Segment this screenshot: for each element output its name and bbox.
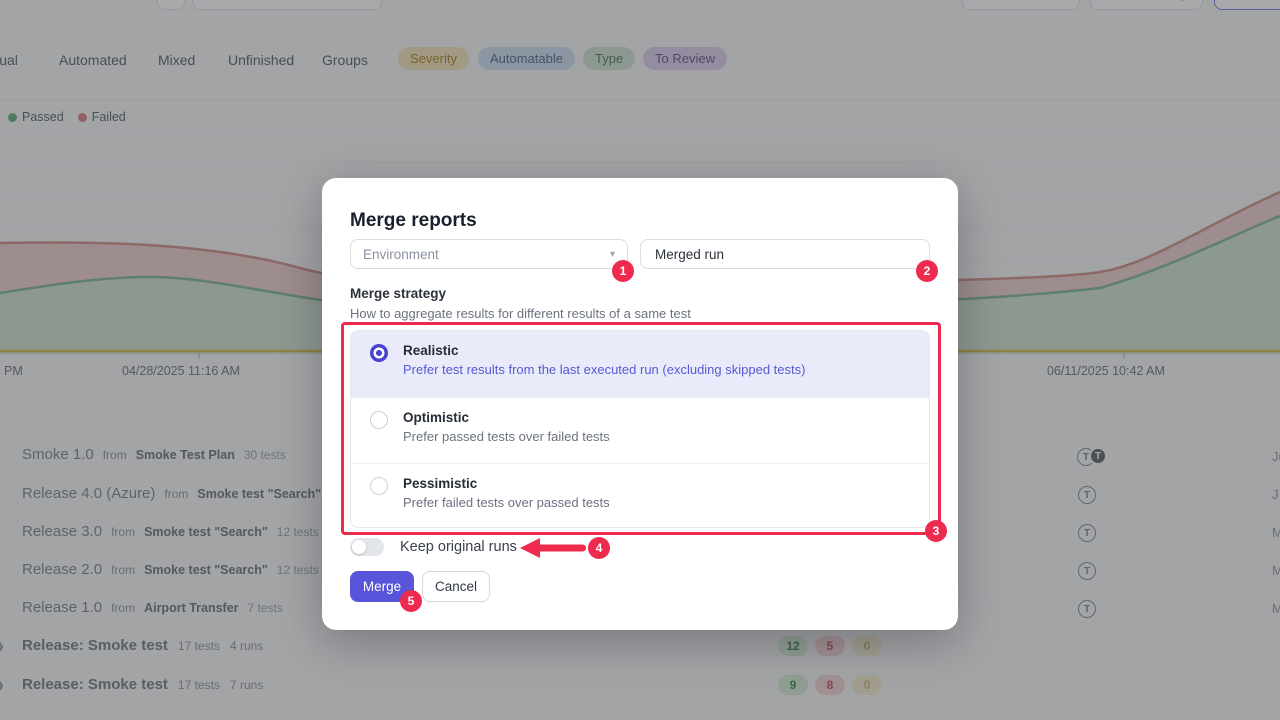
run-row[interactable]: Smoke 1.0 from Smoke Test Plan 30 tests — [22, 446, 286, 463]
annotation-badge-2: 2 — [916, 260, 938, 282]
tab-unfinished[interactable]: Unfinished — [228, 52, 295, 68]
legend-failed: Failed — [77, 110, 126, 124]
group-result-badges: 9 8 0 — [778, 675, 882, 695]
skipped-badge: 0 — [852, 675, 882, 695]
chart-axis-labels: PM 04/28/2025 11:16 AM 06/11/2025 10:42 … — [0, 364, 1280, 380]
annotation-badge-4: 4 — [588, 537, 610, 559]
filter-pill-automatable[interactable]: Automatable — [478, 47, 575, 70]
group-result-badges: 12 5 0 — [778, 636, 882, 656]
group-row[interactable]: Release: Smoke test 17 tests 7 runs — [22, 676, 264, 693]
divider — [0, 100, 1280, 101]
radio-icon[interactable] — [370, 477, 388, 495]
toggle-knob — [352, 540, 366, 554]
failed-badge: 8 — [815, 675, 845, 695]
tab-automated[interactable]: Automated — [59, 52, 127, 68]
run-row[interactable]: Release 4.0 (Azure) from Smoke test "Sea… — [22, 485, 372, 502]
top-toolbar: om ⌄ Runs ↑ Search (cmd + K) ▸ Manual Ru… — [0, 0, 1280, 13]
radio-selected-icon[interactable] — [370, 344, 388, 362]
run-name-field — [640, 239, 930, 269]
filter-pill-severity[interactable]: Severity — [398, 47, 469, 70]
search-placeholder: Search (cmd + K) — [222, 0, 324, 1]
modal-actions: Merge Cancel — [350, 571, 490, 602]
run-date-fragment: Ju — [1272, 449, 1280, 464]
tab-groups[interactable]: Groups — [322, 52, 368, 68]
start-run-button[interactable]: + Run — [1214, 0, 1280, 10]
runs-tabs: Manual Automated Mixed Unfinished Groups… — [0, 47, 1280, 84]
run-date-fragment: Ma — [1272, 563, 1280, 578]
merge-strategy-help: How to aggregate results for different r… — [350, 306, 691, 321]
assignee-avatar[interactable]: T — [1078, 486, 1096, 504]
filter-pill-type[interactable]: Type — [583, 47, 636, 70]
axis-label-right: 06/11/2025 10:42 AM — [1047, 364, 1165, 378]
run-row[interactable]: Release 1.0 from Airport Transfer 7 test… — [22, 599, 283, 616]
annotation-badge-3: 3 — [925, 520, 947, 542]
keep-original-runs-row: Keep original runs — [350, 538, 517, 556]
skipped-badge: 0 — [852, 636, 882, 656]
merge-strategy-label: Merge strategy — [350, 286, 447, 301]
strategy-options: Realistic Prefer test results from the l… — [350, 330, 930, 528]
option-optimistic[interactable]: Optimistic Prefer passed tests over fail… — [351, 397, 929, 463]
environment-placeholder: Environment — [363, 246, 439, 262]
keep-original-runs-label: Keep original runs — [400, 539, 517, 555]
passed-badge: 9 — [778, 675, 808, 695]
chart-legend: Passed Failed — [8, 110, 126, 124]
passed-area — [0, 216, 1280, 354]
merge-reports-modal: Merge reports Environment ▾ Merge strate… — [322, 178, 958, 630]
assignee-avatar[interactable]: T — [1078, 600, 1096, 618]
assignee-avatar[interactable]: T — [1078, 562, 1096, 580]
run-row[interactable]: Release 2.0 from Smoke test "Search" 12 … — [22, 561, 319, 578]
tab-manual[interactable]: Manual — [0, 52, 18, 68]
group-row[interactable]: Release: Smoke test 17 tests 4 runs — [22, 637, 264, 654]
legend-passed: Passed — [8, 110, 64, 124]
annotation-badge-5: 5 — [400, 590, 422, 612]
assignee-avatar[interactable]: T — [1078, 524, 1096, 542]
environment-select[interactable]: Environment ▾ — [350, 239, 628, 269]
cancel-button[interactable]: Cancel — [422, 571, 490, 602]
run-name-input[interactable] — [641, 246, 929, 262]
passed-badge: 12 — [778, 636, 808, 656]
passed-dot-icon — [8, 112, 17, 122]
filter-pill-to-review[interactable]: To Review — [643, 47, 727, 70]
plus-icon: + — [1227, 0, 1235, 1]
run-date-fragment: M — [1272, 525, 1280, 540]
axis-label-mid: 04/28/2025 11:16 AM — [122, 364, 240, 378]
run-date-fragment: J — [1272, 487, 1279, 502]
tab-mixed[interactable]: Mixed — [158, 52, 196, 68]
modal-title: Merge reports — [350, 210, 477, 231]
axis-label-left-fragment: PM — [4, 364, 23, 378]
option-pessimistic[interactable]: Pessimistic Prefer failed tests over pas… — [351, 463, 929, 527]
annotation-badge-1: 1 — [612, 260, 634, 282]
chevron-right-icon[interactable]: ❯ — [0, 639, 3, 653]
assignee-avatar[interactable]: T — [1089, 447, 1107, 465]
chevron-right-icon[interactable]: ❯ — [0, 678, 3, 692]
page-title: Runs — [57, 0, 100, 10]
failed-dot-icon — [77, 112, 87, 122]
keep-original-runs-toggle[interactable] — [350, 538, 384, 556]
project-switcher[interactable]: om — [0, 0, 23, 10]
chevron-down-icon: ▾ — [609, 248, 615, 260]
option-realistic[interactable]: Realistic Prefer test results from the l… — [351, 331, 929, 397]
merge-button[interactable]: Merge — [350, 571, 414, 602]
annotation-arrow-icon — [520, 538, 586, 558]
radio-icon[interactable] — [370, 411, 388, 429]
run-date-fragment: M — [1272, 601, 1280, 616]
run-row[interactable]: Release 3.0 from Smoke test "Search" 12 … — [22, 523, 319, 540]
failed-badge: 5 — [815, 636, 845, 656]
